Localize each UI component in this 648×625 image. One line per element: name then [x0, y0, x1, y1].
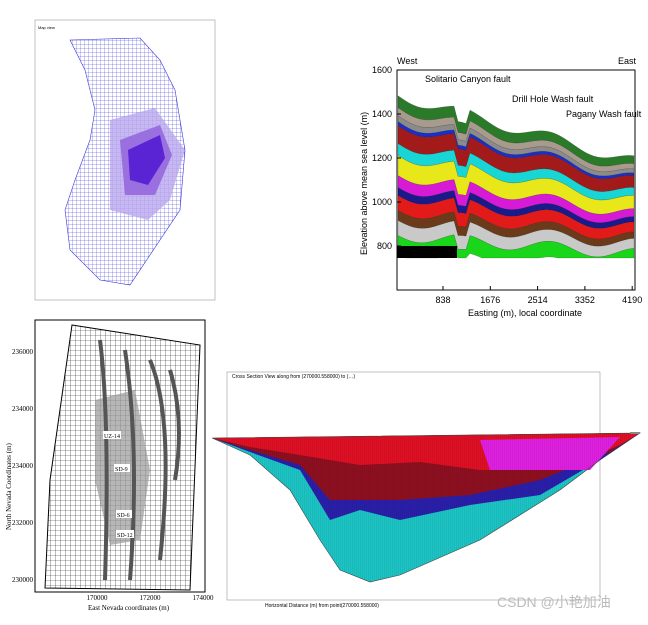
frame — [396, 69, 636, 291]
well-label: SD-6 — [117, 513, 130, 519]
west-label: West — [397, 56, 418, 66]
map-view-panel: Map view — [34, 19, 216, 301]
x-tick-label: 1676 — [480, 295, 500, 305]
y-tick-label: 1000 — [372, 197, 392, 207]
section-view-panel: Cross Section View along from (270000.55… — [211, 371, 641, 609]
y-tick-label: 1400 — [372, 109, 392, 119]
x-axis-label: Horizontal Distance (m) from point(27000… — [265, 603, 379, 609]
y-axis-label: North Nevada Coordinates (m) — [5, 442, 13, 530]
well-label: UZ-14 — [104, 434, 120, 440]
x-tick-label: 170000 — [87, 594, 109, 602]
cross-section-panel: West East Solitario Canyon fault Drill H… — [359, 56, 642, 318]
fault-label: Pagany Wash fault — [566, 109, 642, 119]
stratum — [397, 246, 457, 258]
x-tick-label: 838 — [435, 295, 450, 305]
y-axis-label: Elevation above mean sea level (m) — [359, 112, 369, 255]
y-tick-label: 230000 — [12, 576, 34, 584]
y-tick-label: 1600 — [372, 65, 392, 75]
x-tick-label: 2514 — [528, 295, 548, 305]
x-tick-label: 4190 — [622, 295, 642, 305]
title: Cross Section View along from (270000.55… — [232, 374, 355, 380]
fault-label: Drill Hole Wash fault — [512, 94, 594, 104]
well-label: SD-9 — [115, 467, 128, 473]
well-label: SD-12 — [117, 533, 133, 539]
fault-label: Solitario Canyon fault — [425, 74, 511, 84]
x-axis-label: East Nevada coordinates (m) — [88, 604, 170, 612]
y-tick-label: 800 — [377, 241, 392, 251]
x-tick-label: 174000 — [193, 594, 215, 602]
y-tick-label: 234000 — [12, 405, 34, 413]
y-tick-label: 234000 — [12, 462, 34, 470]
site-map-panel: UZ-14 SD-9 SD-6 SD-12 North Nevada Coord… — [5, 319, 215, 612]
y-tick-label: 236000 — [12, 348, 34, 356]
caption: Map view — [38, 25, 55, 30]
x-tick-label: 172000 — [140, 594, 162, 602]
y-tick-label: 1200 — [372, 153, 392, 163]
east-label: East — [618, 56, 637, 66]
y-tick-label: 232000 — [12, 519, 34, 527]
x-axis-label: Easting (m), local coordinate — [468, 308, 582, 318]
x-tick-label: 3352 — [575, 295, 595, 305]
watermark: CSDN @小艳加油 — [497, 594, 611, 610]
